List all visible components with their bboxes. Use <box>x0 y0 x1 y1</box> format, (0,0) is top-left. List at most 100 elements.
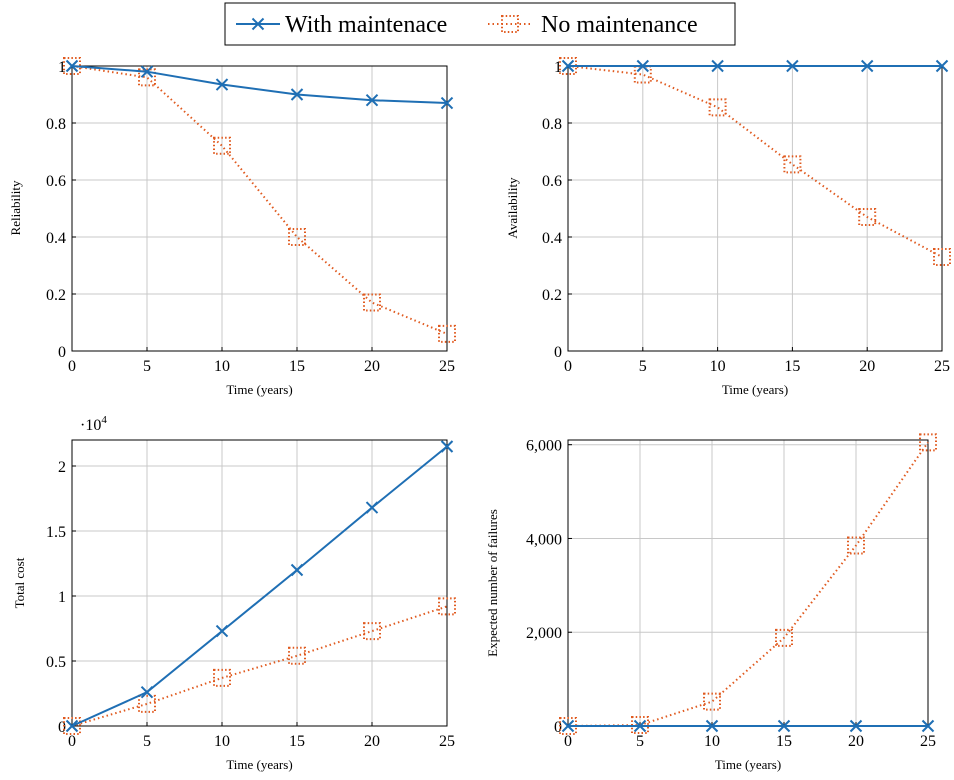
data-point-with-maintenance <box>561 719 575 733</box>
x-mark-stroke <box>849 719 863 733</box>
y-tick-label: 1.5 <box>46 524 66 541</box>
y-tick-label: 2,000 <box>526 625 562 642</box>
y-tick-label: 0 <box>58 344 66 361</box>
plot-frame <box>71 65 448 352</box>
reliability-chart: 0 5 10 15 20 25 0 0.2 0.4 0.6 0.8 1 Time (years) Reli… <box>8 57 456 397</box>
axis-scale-exponent: 4 <box>101 414 107 426</box>
x-tick-label: 20 <box>364 358 380 375</box>
y-tick-label: 0.6 <box>46 173 66 190</box>
data-point-no-maintenance <box>708 98 727 117</box>
x-tick-label: 10 <box>704 733 720 750</box>
data-point-no-maintenance <box>438 324 456 343</box>
data-point-no-maintenance <box>363 622 381 641</box>
data-point-no-maintenance <box>559 57 577 75</box>
data-point-no-maintenance <box>559 717 577 735</box>
data-point-with-maintenance <box>786 59 799 73</box>
x-mark-stroke <box>140 685 154 699</box>
plot-frame <box>567 65 943 352</box>
x-tick-label: 5 <box>143 733 151 750</box>
x-tick-label: 20 <box>859 358 875 375</box>
data-point-with-maintenance <box>65 59 79 73</box>
data-point-with-maintenance <box>215 624 229 638</box>
y-tick-label: 1 <box>58 589 66 606</box>
axis-scale-label: ·104 <box>80 414 107 434</box>
total-cost-chart: 0 5 10 15 20 25 0 0.5 1 1.5 2 Time (years) Total cos… <box>12 414 456 772</box>
legend-box <box>224 2 736 46</box>
availability-chart: 0 5 10 15 20 25 0 0.2 0.4 0.6 0.8 1 Time (years) Avai… <box>505 57 951 397</box>
series-line-no-maintenance <box>567 65 943 258</box>
y-tick-label: 0.5 <box>46 654 66 671</box>
data-point-with-maintenance <box>849 719 863 733</box>
x-tick-label: 25 <box>439 358 455 375</box>
x-tick-label: 25 <box>934 358 950 375</box>
x-tick-label: 0 <box>564 358 572 375</box>
legend-label-no-maintenance: No maintenance <box>541 12 698 38</box>
y-axis-label: Availability <box>505 177 520 239</box>
data-point-with-maintenance <box>561 59 575 73</box>
x-tick-label: 0 <box>68 358 76 375</box>
data-point-with-maintenance <box>860 59 874 73</box>
x-tick-label: 10 <box>214 358 230 375</box>
data-point-no-maintenance <box>213 136 231 155</box>
x-tick-label: 15 <box>784 358 800 375</box>
x-mark-stroke <box>290 563 304 577</box>
legend-label-with-maintenance: With maintenace <box>285 12 447 38</box>
x-mark-stroke <box>290 88 304 101</box>
data-point-no-maintenance <box>63 57 81 75</box>
data-point-with-maintenance <box>633 719 647 733</box>
data-point-with-maintenance <box>215 78 229 91</box>
x-mark-stroke <box>251 17 265 31</box>
data-point-with-maintenance <box>440 96 454 110</box>
x-mark-stroke <box>440 96 454 110</box>
data-point-with-maintenance <box>777 719 791 733</box>
data-point-with-maintenance <box>365 93 379 107</box>
x-axis-label: Time (years) <box>226 757 292 772</box>
x-mark-stroke <box>365 501 379 514</box>
x-mark-stroke <box>636 59 650 73</box>
x-mark-stroke <box>633 719 647 733</box>
y-axis-label: Expected number of failures <box>485 509 500 657</box>
x-tick-label: 25 <box>439 733 455 750</box>
x-tick-label: 0 <box>68 733 76 750</box>
x-mark-stroke <box>711 59 724 73</box>
x-mark-stroke <box>786 59 799 73</box>
x-tick-label: 5 <box>143 358 151 375</box>
y-tick-label: 0.2 <box>46 287 66 304</box>
data-point-no-maintenance <box>858 208 877 227</box>
x-axis-label: Time (years) <box>715 757 781 772</box>
data-point-with-maintenance <box>140 685 154 699</box>
dotted-square-icon <box>501 15 519 33</box>
x-mark-stroke <box>65 59 79 73</box>
x-mark-stroke <box>215 78 229 91</box>
x-mark-stroke <box>65 719 79 733</box>
x-tick-label: 20 <box>848 733 864 750</box>
x-mark-stroke <box>921 719 935 733</box>
data-point-no-maintenance <box>288 228 306 246</box>
x-tick-label: 10 <box>710 358 726 375</box>
x-tick-label: 15 <box>776 733 792 750</box>
y-tick-label: 0 <box>554 719 562 736</box>
x-mark-stroke <box>935 59 949 73</box>
x-mark-stroke <box>705 719 719 733</box>
y-tick-label: 0 <box>58 719 66 736</box>
data-point-no-maintenance <box>933 247 951 266</box>
y-tick-label: 0.2 <box>542 287 562 304</box>
data-point-no-maintenance <box>703 692 721 711</box>
plot-frame <box>567 439 929 727</box>
series-line-no-maintenance <box>71 605 448 727</box>
y-axis-label: Reliability <box>8 180 23 235</box>
data-point-no-maintenance <box>288 646 306 665</box>
data-point-no-maintenance <box>213 668 231 687</box>
data-point-no-maintenance <box>438 597 456 616</box>
x-mark-icon <box>251 17 265 31</box>
y-axis-label: Total cost <box>12 557 27 608</box>
x-mark-stroke <box>215 624 229 638</box>
y-tick-label: 1 <box>554 59 562 76</box>
data-point-no-maintenance <box>775 628 793 647</box>
x-tick-label: 15 <box>289 733 305 750</box>
data-point-with-maintenance <box>636 59 650 73</box>
y-tick-label: 1 <box>58 59 66 76</box>
x-tick-label: 10 <box>214 733 230 750</box>
data-point-with-maintenance <box>935 59 949 73</box>
expected-failures-chart: 0 5 10 15 20 25 0 2,000 4,000 6,000 Time (years) Ex… <box>485 433 937 772</box>
